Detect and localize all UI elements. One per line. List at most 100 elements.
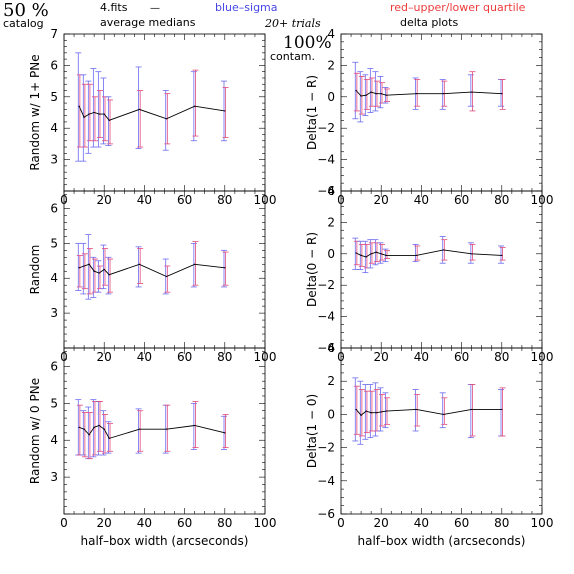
median-point [78, 105, 80, 107]
y-axis-label: Random w/ 1+ PNe [28, 54, 42, 170]
median-point [415, 254, 417, 256]
quartile-error-bar [379, 394, 385, 427]
median-line [355, 249, 502, 258]
median-point [380, 93, 382, 95]
median-point [194, 424, 196, 427]
sigma-error-bar [135, 66, 142, 150]
y-tick-label: 0 [327, 90, 335, 104]
sigma-error-bar [95, 401, 102, 456]
y-tick-label: 2 [327, 215, 335, 229]
median-point [370, 91, 372, 93]
quartile-error-bar [81, 412, 88, 458]
y-tick-label: 4 [50, 271, 58, 285]
sigma-error-bar [467, 384, 474, 439]
sigma-error-bar [80, 74, 87, 162]
y-tick-label: 5 [50, 90, 58, 104]
x-tick-label: 0 [60, 516, 68, 530]
median-point [501, 93, 503, 95]
y-axis-label: Random [28, 245, 42, 295]
median-point [501, 408, 503, 411]
median-point [138, 263, 140, 265]
quartile-error-bar [469, 384, 476, 437]
median-line [78, 105, 225, 121]
median-point [98, 113, 100, 115]
x-tick-label: 20 [97, 193, 112, 207]
y-tick-label: 4 [50, 433, 58, 447]
quartile-error-bar [76, 74, 83, 148]
median-point [103, 113, 105, 115]
y-axis-label: Delta(0 − R) [305, 232, 319, 307]
median-point [501, 254, 503, 256]
median-point [370, 412, 372, 414]
x-tick-label: 40 [414, 350, 429, 364]
x-tick-label: 80 [494, 350, 509, 364]
quartile-error-bar [91, 96, 98, 142]
sigma-error-bar [372, 71, 379, 112]
x-tick-label: 60 [454, 350, 469, 364]
median-point [93, 270, 95, 272]
sigma-error-bar [95, 260, 102, 293]
median-point [385, 254, 387, 256]
x-tick-label: 60 [177, 193, 192, 207]
x-tick-label: 40 [414, 193, 429, 207]
sigma-error-bar [80, 242, 87, 295]
chart-left-bottom: 0 20 40 60 80 100 3 4 5 6 Random w/ 0 PNe half–box … [28, 347, 276, 548]
median-point [83, 265, 85, 267]
median-point [365, 256, 367, 258]
quartile-error-bar [107, 99, 114, 145]
median-point [108, 119, 110, 121]
plot-frame [340, 190, 543, 349]
quartile-error-bar [107, 258, 114, 293]
sigma-error-bar [100, 77, 107, 145]
quartile-error-bar [91, 401, 98, 456]
header-average-medians: average medians [100, 16, 196, 29]
quartile-error-bar [86, 248, 93, 295]
sigma-error-bar [85, 234, 92, 300]
median-point [224, 267, 226, 269]
median-point [442, 93, 445, 95]
sigma-error-bar [105, 96, 112, 146]
sigma-error-bar [190, 402, 197, 450]
sigma-error-bar [135, 408, 142, 454]
sigma-error-bar [367, 384, 374, 439]
median-point [88, 434, 90, 436]
header-blue-sigma: blue–sigma [215, 1, 278, 14]
y-tick-label: 4 [327, 27, 335, 41]
median-point [355, 89, 357, 92]
header: 50 % catalog 4.fits — average medians bl… [3, 0, 526, 63]
chart-right-bottom: 0 20 40 60 80 100 −6 −4 −2 0 2 4 Delta(1 − 0) half–bo… [305, 341, 553, 548]
median-point [93, 426, 95, 428]
median-line [355, 408, 502, 416]
sigma-error-bar [100, 410, 107, 456]
y-tick-label: −4 [317, 153, 335, 167]
median-point [98, 272, 100, 274]
x-tick-label: 40 [137, 193, 152, 207]
median-point [355, 408, 357, 411]
quartile-error-bar [469, 243, 476, 261]
median-point [375, 412, 377, 414]
quartile-error-bar [384, 250, 391, 259]
x-tick-label: 80 [217, 516, 232, 530]
median-point [355, 252, 357, 254]
sigma-error-bar [85, 80, 92, 154]
median-point [471, 408, 473, 411]
quartile-error-bar [91, 258, 98, 293]
median-point [93, 111, 95, 114]
median-point [165, 118, 168, 120]
quartile-error-bar [107, 423, 114, 452]
sigma-error-bar [162, 90, 169, 151]
median-point [380, 253, 382, 255]
quartile-error-bar [102, 96, 108, 142]
median-point [78, 426, 80, 428]
y-axis-label: Delta(1 − R) [305, 75, 319, 150]
y-tick-label: 2 [327, 374, 335, 388]
quartile-error-bar [86, 412, 93, 460]
sigma-error-bar [135, 246, 142, 288]
x-tick-label: 60 [177, 350, 192, 364]
quartile-error-bar [499, 79, 506, 110]
x-tick-label: 20 [97, 350, 112, 364]
x-tick-label: 60 [454, 516, 469, 530]
median-point [194, 263, 196, 265]
quartile-error-bar [353, 72, 360, 112]
